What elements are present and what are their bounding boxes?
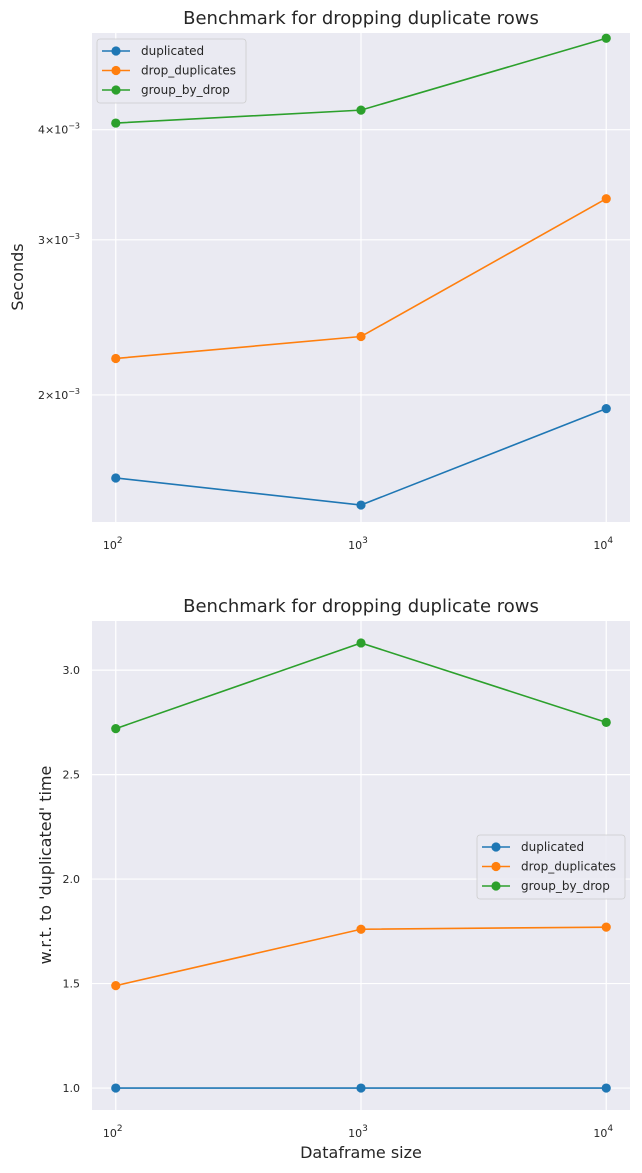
chart-1-x-ticks: 102 103 104 (103, 536, 613, 552)
chart-1-legend-marker-duplicated (111, 46, 121, 56)
chart-2-series (111, 638, 611, 1093)
chart-1-legend-label-drop_duplicates: drop_duplicates (141, 64, 236, 78)
chart-1-legend-marker-group_by_drop (111, 85, 121, 95)
chart-2-y-tick-label: 1.0 (63, 1082, 81, 1095)
chart-2-legend-marker-duplicated (491, 842, 501, 852)
chart-1-series-drop_duplicates-point (111, 353, 121, 364)
chart-1-y-ticks: 2×10−3 3×10−3 4×10−3 (38, 122, 80, 402)
chart-2-x-ticks: 102 103 104 (103, 1124, 613, 1140)
chart-1-series (111, 33, 611, 510)
chart-2-y-tick-label: 1.5 (63, 978, 81, 991)
chart-2-legend: duplicated drop_duplicates group_by_drop (476, 834, 626, 900)
chart-2-legend-label-group_by_drop: group_by_drop (521, 879, 610, 893)
chart-1-title: Benchmark for dropping duplicate rows (183, 8, 539, 29)
chart-1-legend-box (96, 38, 247, 104)
chart-2-series-group_by_drop-point (356, 638, 366, 648)
chart-2-y-tick-label: 2.5 (63, 769, 81, 782)
chart-1-series-drop_duplicates-point (601, 194, 611, 204)
chart-1-series-duplicated-point (356, 500, 366, 510)
chart-2-series-duplicated-point (356, 1083, 366, 1093)
chart-2-title: Benchmark for dropping duplicate rows (183, 596, 539, 617)
chart-2-y-tick-label: 3.0 (63, 664, 81, 677)
chart-2-x-tick-label: 102 (103, 1124, 123, 1140)
chart-1-x-tick-label: 103 (348, 536, 368, 552)
chart-1-y-tick-label: 2×10−3 (38, 387, 80, 402)
chart-2-legend-label-duplicated: duplicated (521, 840, 584, 854)
chart-2-legend-marker-group_by_drop (491, 881, 501, 891)
chart-2-legend-label-drop_duplicates: drop_duplicates (521, 860, 616, 874)
chart-2-series-group_by_drop-point (601, 717, 611, 727)
chart-2-series-drop_duplicates-point (356, 924, 366, 934)
chart-2-legend-box (476, 834, 626, 900)
chart-2-y-axis-label: w.r.t. to 'duplicated' time (36, 766, 55, 965)
chart-1: Benchmark for dropping duplicate rows 2×… (8, 8, 630, 552)
chart-1-series-duplicated-point (111, 473, 121, 483)
chart-1-legend-label-duplicated: duplicated (141, 44, 204, 58)
chart-1-x-tick-label: 104 (593, 536, 613, 552)
chart-2-series-drop_duplicates-point (111, 981, 121, 991)
chart-1-legend-marker-drop_duplicates (111, 65, 121, 76)
chart-1-y-axis-label: Seconds (8, 243, 27, 310)
chart-1-legend-label-group_by_drop: group_by_drop (141, 83, 230, 97)
chart-1-series-group_by_drop-point (356, 105, 366, 115)
chart-2-legend-marker-drop_duplicates (491, 861, 501, 872)
chart-1-y-tick-label: 4×10−3 (38, 122, 80, 137)
chart-1-series-drop_duplicates-point (356, 331, 366, 342)
chart-2-y-tick-label: 2.0 (63, 873, 81, 886)
chart-2-x-tick-label: 104 (593, 1124, 613, 1140)
chart-2-x-axis-label: Dataframe size (300, 1143, 422, 1162)
chart-1-legend: duplicated drop_duplicates group_by_drop (96, 38, 247, 104)
chart-2-series-drop_duplicates-point (601, 922, 611, 932)
chart-1-series-group_by_drop-point (601, 33, 611, 43)
chart-1-y-tick-label: 3×10−3 (38, 232, 80, 247)
chart-2: Benchmark for dropping duplicate rows 1.… (36, 596, 630, 1162)
chart-1-series-group_by_drop-point (111, 118, 121, 128)
chart-2-series-duplicated-point (601, 1083, 611, 1093)
chart-2-y-ticks: 1.0 1.5 2.0 2.5 3.0 (63, 664, 81, 1095)
chart-2-x-tick-label: 103 (348, 1124, 368, 1140)
chart-1-series-duplicated-point (601, 403, 611, 414)
chart-2-series-duplicated-point (111, 1083, 121, 1093)
chart-2-series-group_by_drop-point (111, 724, 121, 734)
chart-1-x-tick-label: 102 (103, 536, 123, 552)
